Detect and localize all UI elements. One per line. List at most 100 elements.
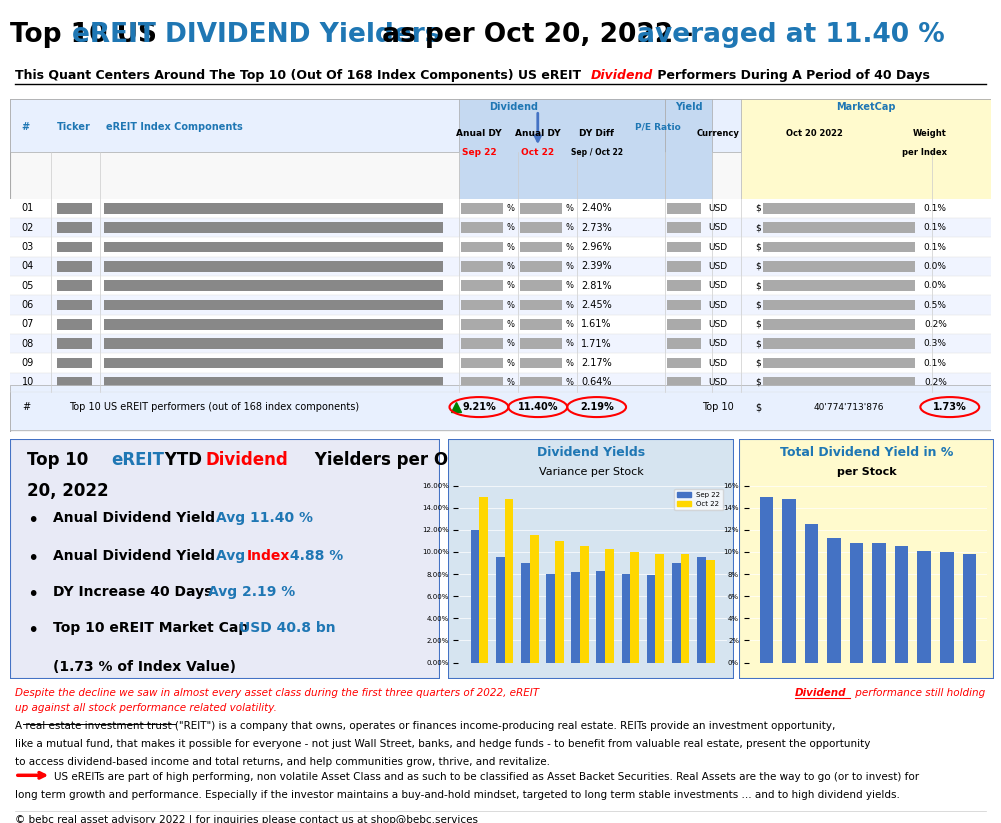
Text: YTD: YTD: [158, 451, 207, 468]
Text: USD: USD: [709, 300, 728, 309]
FancyBboxPatch shape: [521, 203, 563, 214]
Bar: [572, 572, 580, 663]
Text: $: $: [756, 223, 762, 232]
Text: Top 10: Top 10: [703, 402, 734, 412]
FancyBboxPatch shape: [104, 300, 442, 310]
Text: Dividend: Dividend: [488, 102, 538, 112]
Text: Dividend: Dividend: [795, 687, 846, 698]
Text: Top 10 eREIT Market Cap: Top 10 eREIT Market Cap: [53, 621, 253, 635]
Text: Avg: Avg: [216, 549, 250, 563]
FancyBboxPatch shape: [57, 261, 92, 272]
Text: Oct 20 2022: Oct 20 2022: [786, 129, 843, 138]
FancyBboxPatch shape: [10, 295, 991, 314]
Bar: [647, 575, 656, 663]
Text: Sep / Oct 22: Sep / Oct 22: [571, 147, 623, 156]
Text: Dividend: Dividend: [206, 451, 288, 468]
Text: Sep 22: Sep 22: [461, 147, 496, 156]
Text: 10: 10: [22, 378, 34, 388]
Text: %: %: [507, 300, 515, 309]
Text: %: %: [566, 281, 574, 291]
Text: 0.2%: 0.2%: [924, 320, 947, 329]
FancyBboxPatch shape: [668, 338, 701, 349]
Text: 2.81%: 2.81%: [582, 281, 612, 291]
Text: $: $: [756, 378, 762, 387]
FancyBboxPatch shape: [739, 439, 994, 679]
Text: Dividend: Dividend: [591, 69, 653, 82]
FancyBboxPatch shape: [10, 385, 991, 430]
Text: 4.88 %: 4.88 %: [285, 549, 343, 563]
Bar: [963, 554, 976, 663]
FancyBboxPatch shape: [461, 300, 504, 310]
Text: $: $: [756, 262, 762, 271]
Bar: [521, 563, 530, 663]
Bar: [631, 552, 639, 663]
FancyBboxPatch shape: [57, 222, 92, 233]
FancyBboxPatch shape: [521, 358, 563, 369]
Bar: [479, 496, 488, 663]
FancyBboxPatch shape: [10, 373, 991, 392]
Text: %: %: [507, 359, 515, 368]
FancyBboxPatch shape: [461, 203, 504, 214]
Text: %: %: [566, 300, 574, 309]
Text: per Stock: per Stock: [837, 467, 896, 477]
Text: up against all stock performance related volatility.: up against all stock performance related…: [15, 703, 277, 713]
FancyBboxPatch shape: [10, 276, 991, 295]
Text: Currency: Currency: [697, 129, 740, 138]
Text: USD: USD: [709, 378, 728, 387]
FancyBboxPatch shape: [668, 281, 701, 291]
Text: $: $: [756, 243, 762, 252]
Text: %: %: [566, 339, 574, 348]
Text: %: %: [566, 378, 574, 387]
FancyBboxPatch shape: [57, 203, 92, 214]
FancyBboxPatch shape: [10, 99, 991, 432]
Text: per Index: per Index: [902, 147, 947, 156]
Text: Anual Dividend Yield: Anual Dividend Yield: [53, 549, 220, 563]
FancyBboxPatch shape: [521, 261, 563, 272]
Text: %: %: [507, 243, 515, 252]
Bar: [622, 574, 631, 663]
FancyBboxPatch shape: [461, 377, 504, 388]
Text: US eREITs are part of high performing, non volatile Asset Class and as such to b: US eREITs are part of high performing, n…: [54, 772, 919, 782]
FancyBboxPatch shape: [104, 203, 442, 214]
FancyBboxPatch shape: [461, 338, 504, 349]
Text: $: $: [756, 359, 762, 368]
FancyBboxPatch shape: [57, 377, 92, 388]
FancyBboxPatch shape: [668, 300, 701, 310]
Text: 0.2%: 0.2%: [924, 378, 947, 387]
Text: USD: USD: [709, 339, 728, 348]
Bar: [606, 549, 614, 663]
Text: Dividend Yields: Dividend Yields: [537, 446, 646, 459]
Bar: [681, 554, 690, 663]
Text: Avg 11.40 %: Avg 11.40 %: [216, 511, 312, 525]
Text: 05: 05: [22, 281, 34, 291]
Text: 40'774'713'876: 40'774'713'876: [814, 402, 884, 412]
Text: 2.17%: 2.17%: [582, 358, 612, 368]
Text: Anual DY: Anual DY: [515, 129, 561, 138]
FancyBboxPatch shape: [521, 300, 563, 310]
Text: #: #: [22, 122, 30, 133]
Text: Anual DY: Anual DY: [456, 129, 502, 138]
FancyBboxPatch shape: [764, 377, 916, 388]
FancyBboxPatch shape: [10, 334, 991, 353]
Text: (1.73 % of Index Value): (1.73 % of Index Value): [53, 660, 236, 674]
Text: •: •: [27, 585, 39, 604]
Bar: [827, 537, 841, 663]
FancyBboxPatch shape: [104, 261, 442, 272]
FancyBboxPatch shape: [461, 281, 504, 291]
Text: 0.0%: 0.0%: [924, 262, 947, 271]
Bar: [547, 574, 555, 663]
Bar: [706, 560, 715, 663]
Text: %: %: [507, 378, 515, 387]
Text: %: %: [566, 204, 574, 213]
FancyBboxPatch shape: [668, 203, 701, 214]
Text: 0.64%: 0.64%: [582, 378, 612, 388]
FancyBboxPatch shape: [10, 99, 991, 152]
Text: long term growth and performance. Especially if the investor maintains a buy-and: long term growth and performance. Especi…: [15, 790, 900, 800]
Text: %: %: [507, 281, 515, 291]
Text: %: %: [507, 320, 515, 329]
Bar: [850, 543, 863, 663]
Text: •: •: [27, 511, 39, 530]
Text: to access dividend-based income and total returns, and help communities grow, th: to access dividend-based income and tota…: [15, 756, 550, 767]
FancyBboxPatch shape: [668, 377, 701, 388]
Bar: [918, 551, 931, 663]
